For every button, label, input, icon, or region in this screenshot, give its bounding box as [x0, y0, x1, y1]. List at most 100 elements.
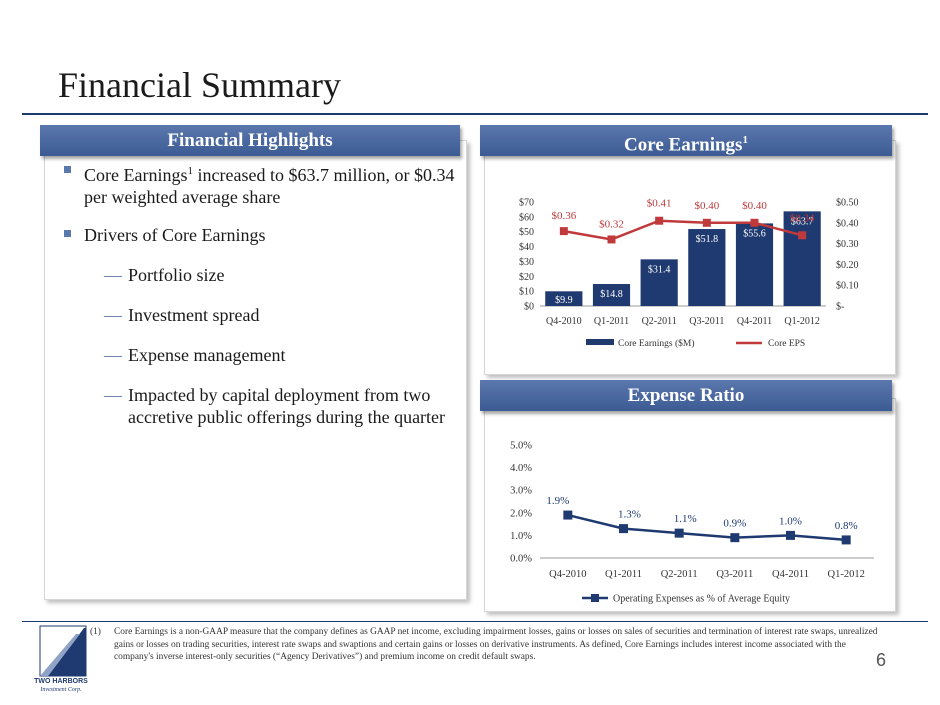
bar — [592, 284, 631, 306]
bar-data-label: $9.9 — [555, 295, 573, 306]
bar-data-label: $31.4 — [648, 264, 671, 275]
bar — [688, 229, 726, 306]
bullet-sup: 1 — [187, 165, 193, 177]
bullet-item: Drivers of Core Earnings — [64, 224, 464, 246]
y-right-tick-label: $0.20 — [836, 260, 859, 271]
x-tick-label: Q3-2011 — [689, 316, 724, 327]
eps-point — [702, 218, 711, 227]
y-left-tick-label: $70 — [519, 198, 534, 209]
bar — [783, 211, 821, 306]
x-tick-label: Q1-2012 — [827, 569, 864, 580]
legend-bar-swatch — [586, 339, 614, 345]
y-right-tick-label: $0.40 — [836, 218, 859, 229]
page-number: 6 — [876, 650, 887, 670]
expense-data-label: 0.9% — [723, 518, 746, 530]
bar-data-label: $51.8 — [696, 234, 719, 245]
core-earnings-header: Core Earnings1 — [480, 125, 892, 156]
y-tick-label: 2.0% — [510, 508, 532, 519]
expense-point — [786, 530, 795, 540]
expense-line — [567, 513, 847, 542]
x-tick-label: Q4-2010 — [549, 569, 586, 580]
expense-data-label: 1.1% — [674, 513, 697, 525]
x-tick-label: Q4-2010 — [546, 316, 582, 327]
bar — [735, 223, 774, 306]
legend-eps-label: Core EPS — [768, 339, 805, 349]
footnote-number: (1) — [90, 627, 101, 637]
bar — [640, 259, 678, 306]
eps-data-label: $0.41 — [647, 198, 672, 210]
y-left-tick-label: $40 — [519, 242, 534, 253]
eps-data-label: $0.40 — [742, 200, 767, 212]
bullet-text-after: increased to $63.7 million, or $0.34 per… — [84, 165, 455, 207]
eps-data-label: $0.40 — [694, 200, 719, 212]
expense-point — [563, 510, 573, 520]
y-left-tick-label: $30 — [519, 257, 534, 268]
highlights-list: Core Earnings1 increased to $63.7 millio… — [64, 160, 464, 446]
expense-ratio-chart: 0.0% 1.0% 2.0% 3.0% 4.0% 5.0% Q4-2010 Q1-2011 Q2… — [510, 441, 874, 605]
x-tick-label: Q2-2011 — [642, 316, 677, 327]
expense-point — [619, 524, 628, 534]
sub-bullet-text: Investment spread — [128, 305, 260, 325]
bullet-text-before: Core Earnings — [84, 165, 188, 185]
x-tick-label: Q1-2011 — [605, 569, 642, 580]
core-earnings-header-sup: 1 — [742, 134, 748, 146]
bar-data-label: $55.6 — [743, 228, 766, 239]
eps-data-label: $0.32 — [599, 218, 624, 230]
page-title: Financial Summary — [58, 65, 341, 105]
dash-icon: — — [104, 305, 122, 325]
y-right-tick-label: $0.50 — [836, 198, 859, 209]
expense-data-label: 0.8% — [835, 520, 858, 532]
highlights-panel — [44, 140, 467, 600]
y-left-tick-label: $10 — [519, 287, 534, 298]
sub-bullet-text: Portfolio size — [128, 265, 225, 285]
expense-data-label: 1.3% — [618, 509, 641, 521]
y-left-tick-label: $0 — [524, 302, 534, 313]
y-tick-label: 1.0% — [510, 531, 532, 542]
eps-data-label: $0.34 — [790, 212, 815, 224]
eps-point — [655, 216, 664, 225]
x-tick-label: Q1-2011 — [594, 316, 629, 327]
dash-icon: — — [104, 345, 122, 365]
expense-data-label: 1.9% — [546, 495, 569, 507]
y-right-tick-label: $0.30 — [836, 239, 859, 250]
bullet-item: Core Earnings1 increased to $63.7 millio… — [64, 160, 464, 208]
eps-point — [798, 231, 807, 240]
eps-point — [607, 235, 616, 244]
bar — [545, 291, 583, 306]
sub-bullet-text: Impacted by capital deployment from two … — [128, 385, 446, 427]
y-right-tick-label: $- — [836, 302, 844, 313]
footnote-text: Core Earnings is a non-GAAP measure that… — [114, 627, 878, 662]
bar-data-label: $63.7 — [791, 216, 814, 227]
sub-bullet-item: — Portfolio size — [64, 264, 464, 286]
sub-bullet-item: — Impacted by capital deployment from tw… — [64, 384, 464, 428]
y-tick-label: 4.0% — [510, 463, 532, 474]
highlights-header: Financial Highlights — [40, 125, 460, 156]
y-tick-label: 5.0% — [510, 441, 532, 452]
bullet-text: Drivers of Core Earnings — [84, 225, 266, 245]
sub-bullet-item: — Investment spread — [64, 304, 464, 326]
x-tick-label: Q2-2011 — [661, 569, 698, 580]
x-tick-label: Q4-2011 — [772, 569, 809, 580]
footnote: (1) Core Earnings is a non-GAAP measure … — [90, 626, 884, 664]
dash-icon: — — [104, 385, 122, 405]
expense-data-label: 1.0% — [779, 515, 802, 527]
eps-point — [750, 218, 759, 227]
y-left-tick-label: $50 — [519, 227, 534, 238]
expense-panel — [484, 398, 896, 612]
title-divider — [22, 113, 928, 115]
expense-point — [841, 535, 851, 545]
legend-bar-label: Core Earnings ($M) — [618, 338, 695, 349]
eps-point — [559, 227, 568, 236]
legend-expense-label: Operating Expenses as % of Average Equit… — [613, 594, 790, 605]
two-harbors-logo: TWO HARBORS Investment Corp. — [26, 620, 96, 700]
expense-point — [730, 533, 740, 543]
logo-name: TWO HARBORS — [34, 678, 88, 685]
sub-bullet-item: — Expense management — [64, 344, 464, 366]
expense-header: Expense Ratio — [480, 380, 892, 411]
y-tick-label: 3.0% — [510, 486, 532, 497]
y-left-tick-label: $20 — [519, 272, 534, 283]
sub-bullet-text: Expense management — [128, 345, 286, 365]
bullet-square-icon — [64, 230, 71, 237]
eps-line — [563, 219, 803, 241]
y-tick-label: 0.0% — [510, 554, 532, 565]
